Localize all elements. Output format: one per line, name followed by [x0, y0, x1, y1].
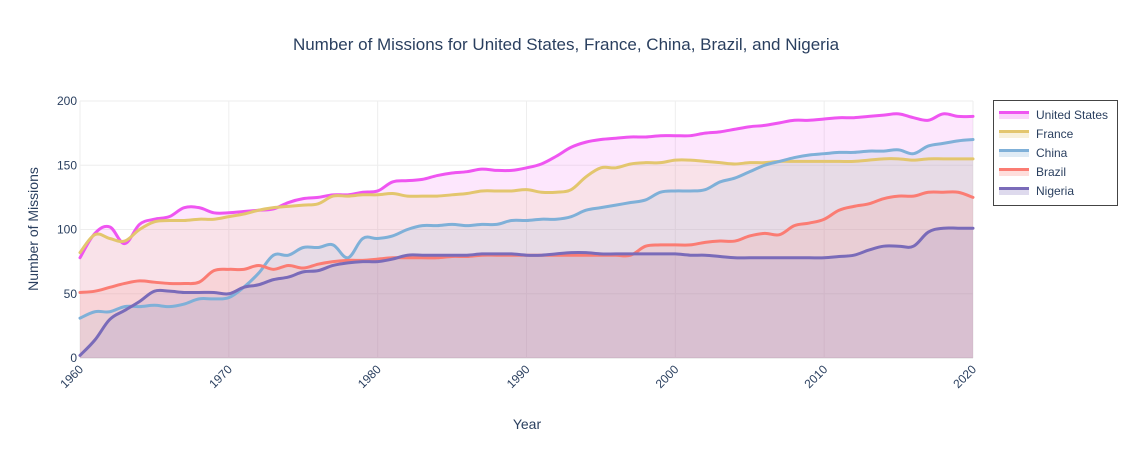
legend-item[interactable]: Nigeria — [994, 181, 1117, 200]
legend-item[interactable]: United States — [994, 105, 1117, 124]
line-united-states — [78, 112, 975, 260]
legend-item[interactable]: France — [994, 124, 1117, 143]
chart-title: Number of Missions for United States, Fr… — [293, 35, 840, 54]
series-lines — [78, 112, 975, 357]
legend-label: France — [1036, 126, 1074, 141]
area-united-states — [80, 113, 973, 358]
y-tick-label: 150 — [57, 158, 77, 172]
y-tick-label: 50 — [64, 287, 78, 301]
line-china — [78, 138, 975, 320]
x-tick-label: 2020 — [950, 362, 979, 391]
legend-label: Nigeria — [1036, 183, 1075, 198]
y-tick-label: 200 — [57, 94, 77, 108]
y-tick-label: 0 — [70, 351, 77, 365]
x-tick-label: 1990 — [504, 362, 533, 391]
area-china — [80, 139, 973, 358]
legend-swatch — [999, 167, 1029, 176]
y-axis-label: Number of Missions — [25, 167, 41, 291]
x-tick-label: 2000 — [653, 362, 682, 391]
y-tick-label: 100 — [57, 223, 77, 237]
series-areas — [80, 113, 973, 358]
x-tick-label: 1980 — [355, 362, 384, 391]
legend-swatch — [999, 129, 1029, 138]
area-nigeria — [80, 227, 973, 358]
legend-swatch — [999, 110, 1029, 119]
legend-item[interactable]: China — [994, 143, 1117, 162]
line-france — [78, 157, 975, 255]
area-france — [80, 158, 973, 358]
legend-item[interactable]: Brazil — [994, 162, 1117, 181]
legend-swatch — [999, 186, 1029, 195]
legend-label: Brazil — [1036, 164, 1067, 179]
legend-label: United States — [1036, 107, 1109, 122]
x-tick-label: 1970 — [206, 362, 235, 391]
legend: United States France China Brazil Nigeria — [993, 100, 1118, 206]
area-brazil — [80, 191, 973, 358]
x-axis-label: Year — [513, 416, 542, 432]
x-tick-label: 2010 — [802, 362, 831, 391]
x-tick-label: 1960 — [57, 362, 86, 391]
legend-label: China — [1036, 145, 1068, 160]
line-nigeria — [78, 226, 975, 357]
legend-swatch — [999, 148, 1029, 157]
